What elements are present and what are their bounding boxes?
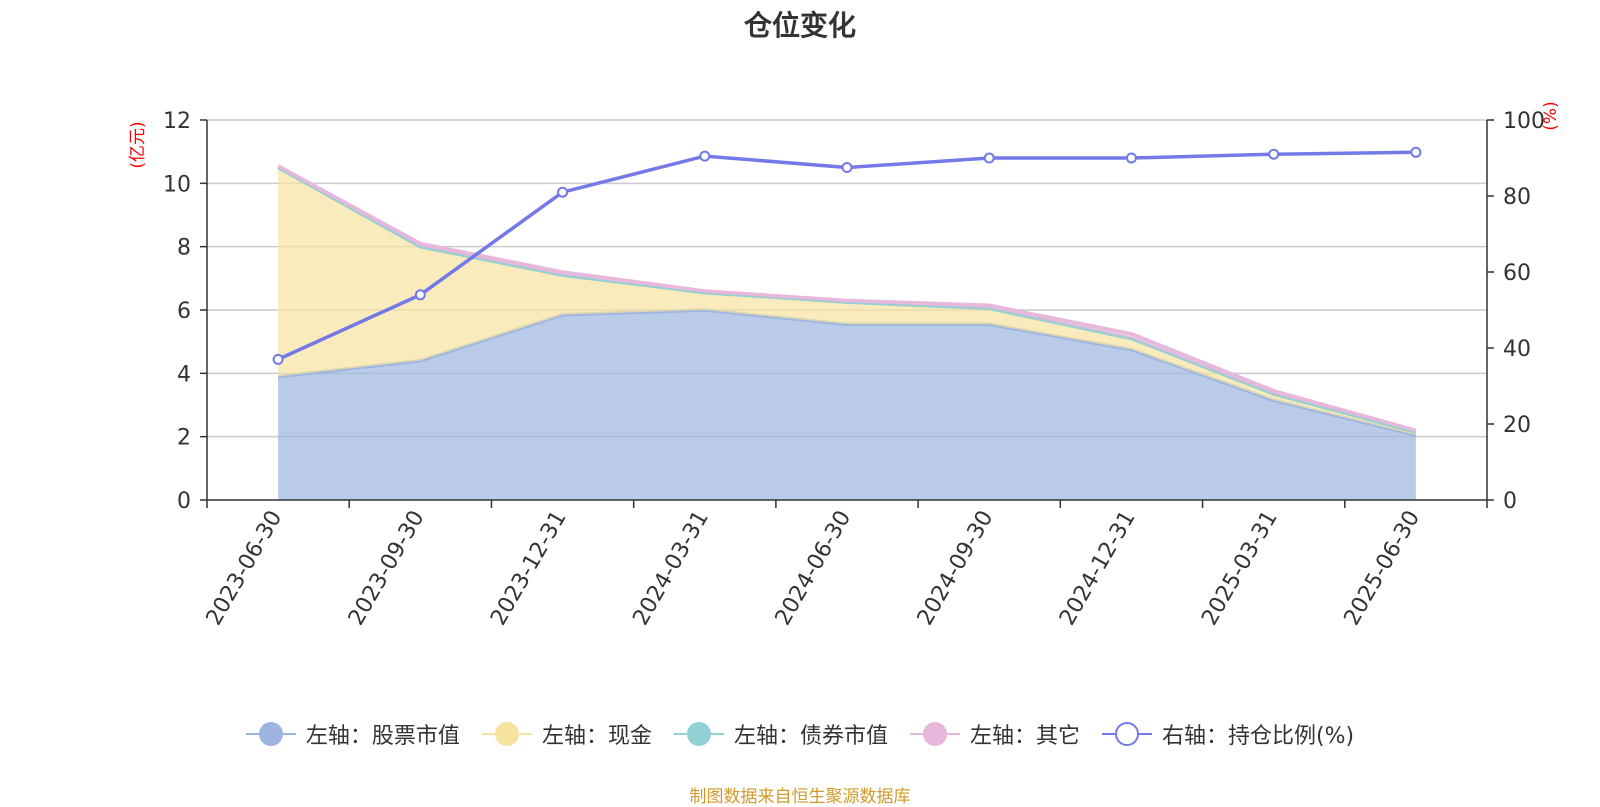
legend-item-stock[interactable]: 左轴：股票市值 xyxy=(245,718,460,750)
right-axis-tick-label: 0 xyxy=(1503,489,1517,514)
right-axis-tick-label: 80 xyxy=(1503,185,1531,210)
ratio-point xyxy=(1125,152,1137,164)
legend-symbol-ratio xyxy=(1101,721,1152,747)
ratio-point xyxy=(699,150,711,162)
legend-symbol-other xyxy=(909,721,960,747)
left-axis-tick-label: 6 xyxy=(177,299,191,324)
ratio-point xyxy=(414,289,426,301)
legend-item-ratio[interactable]: 右轴：持仓比例(%) xyxy=(1101,718,1355,750)
left-axis-tick-label: 8 xyxy=(177,236,191,261)
legend-label-other: 左轴：其它 xyxy=(969,724,1080,749)
left-axis-tick-label: 10 xyxy=(163,172,191,197)
legend-item-other[interactable]: 左轴：其它 xyxy=(909,718,1080,750)
x-axis-tick-label: 2024-06-30 xyxy=(771,507,857,630)
legend-label-cash: 左轴：现金 xyxy=(541,724,652,749)
chart-title: 仓位变化 xyxy=(743,9,856,42)
ratio-point xyxy=(272,353,284,365)
legend-label-bond: 左轴：债券市值 xyxy=(733,724,888,749)
legend-label-ratio: 右轴：持仓比例(%) xyxy=(1161,724,1355,749)
legend-symbol-bond xyxy=(673,721,724,747)
legend-item-cash[interactable]: 左轴：现金 xyxy=(481,718,652,750)
area-stock xyxy=(278,310,1416,500)
x-axis-tick-label: 2023-09-30 xyxy=(344,507,430,630)
source-note: 制图数据来自恒生聚源数据库 xyxy=(689,787,911,807)
ratio-line-series xyxy=(272,146,1422,365)
legend-symbol-cash xyxy=(481,721,532,747)
legend: 左轴：股票市值 左轴：现金 左轴：债券市值 左轴：其它 右轴：持仓比例(%) xyxy=(0,718,1600,750)
legend-label-stock: 左轴：股票市值 xyxy=(305,724,460,749)
right-axis-tick-label: 40 xyxy=(1503,337,1531,362)
area-cash xyxy=(278,167,1416,436)
legend-symbol-stock xyxy=(245,721,296,747)
left-axis-tick-label: 4 xyxy=(177,362,191,387)
right-axis-tick-label: 100 xyxy=(1503,109,1545,134)
right-axis-unit: (%) xyxy=(1541,101,1561,130)
left-axis-tick-label: 2 xyxy=(177,426,191,451)
x-axis-tick-label: 2023-06-30 xyxy=(202,507,288,630)
area-series xyxy=(277,164,1417,500)
ratio-point xyxy=(983,152,995,164)
right-axis-tick-label: 60 xyxy=(1503,261,1531,286)
x-axis-tick-label: 2024-12-31 xyxy=(1055,507,1141,630)
right-axis-tick-label: 20 xyxy=(1503,413,1531,438)
ratio-point xyxy=(1410,146,1422,158)
x-axis-tick-label: 2023-12-31 xyxy=(486,507,572,630)
x-axis-tick-label: 2024-03-31 xyxy=(628,507,714,630)
left-axis-tick-label: 12 xyxy=(163,109,191,134)
ratio-point xyxy=(841,162,853,173)
x-axis-tick-label: 2025-06-30 xyxy=(1340,507,1426,630)
x-axis-tick-label: 2025-03-31 xyxy=(1197,507,1283,630)
area-other-edge xyxy=(277,164,1417,433)
legend-item-bond[interactable]: 左轴：债券市值 xyxy=(673,718,888,750)
left-axis-tick-label: 0 xyxy=(177,489,191,514)
ratio-point xyxy=(557,186,569,198)
x-axis-tick-label: 2024-09-30 xyxy=(913,506,999,629)
left-axis-unit: (亿元) xyxy=(128,121,148,168)
ratio-point xyxy=(1268,148,1280,160)
